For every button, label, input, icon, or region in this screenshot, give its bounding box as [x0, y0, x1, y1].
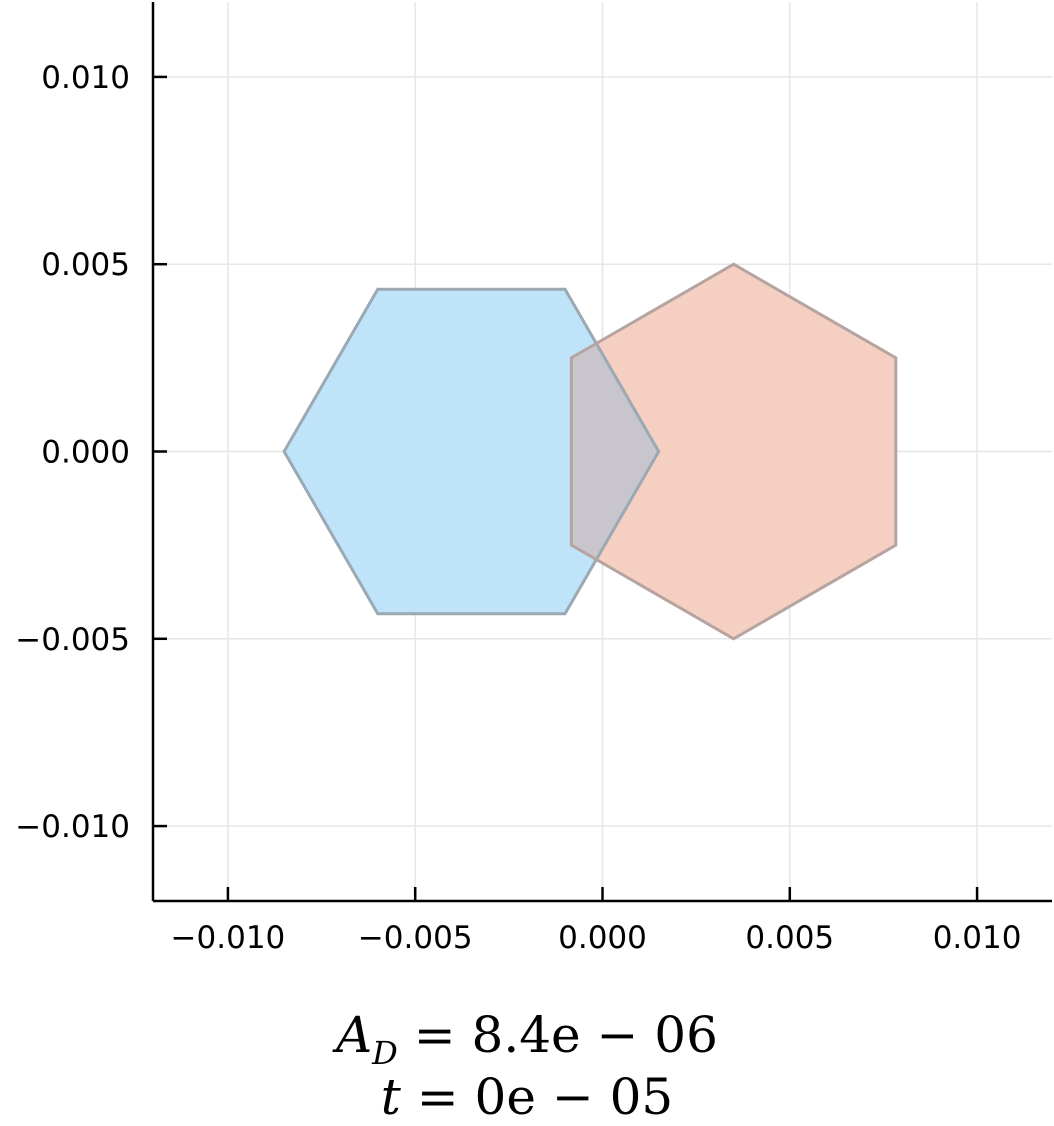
- caption-2-rhs: = 0e − 05: [416, 1068, 674, 1126]
- y-tick-label-1: −0.005: [15, 622, 130, 658]
- caption-2-lhs: t: [380, 1068, 401, 1126]
- caption-1-sub: D: [372, 1034, 398, 1072]
- caption-1-rhs: = 8.4e − 06: [413, 1006, 718, 1064]
- hexagon-orange: [571, 264, 896, 639]
- y-tick-label-3: 0.005: [41, 247, 130, 283]
- y-tick-label-0: −0.010: [15, 809, 130, 845]
- x-tick-label-2: 0.000: [558, 920, 647, 956]
- x-tick-label-3: 0.005: [745, 920, 834, 956]
- grid-lines: [153, 2, 1052, 901]
- hexagon-blue-edge: [282, 287, 661, 616]
- hexagon-layer: [282, 262, 898, 641]
- caption-line-1: AD = 8.4e − 06: [0, 1010, 1054, 1069]
- caption-1-lhs: A: [336, 1006, 373, 1064]
- tick-marks: −0.010 −0.005 0.000 0.005 0.010 −0.010 −0.005 0…: [15, 60, 1021, 956]
- hexagon-blue: [284, 289, 659, 614]
- hexagon-orange-edge: [569, 262, 898, 641]
- chart-plot: −0.010 −0.005 0.000 0.005 0.010 −0.010 −0.005 0…: [15, 2, 1052, 956]
- x-tick-label-4: 0.010: [933, 920, 1022, 956]
- y-tick-label-2: 0.000: [41, 435, 130, 471]
- y-tick-label-4: 0.010: [41, 60, 130, 96]
- x-tick-label-0: −0.010: [171, 920, 286, 956]
- x-tick-label-1: −0.005: [358, 920, 473, 956]
- caption-line-2: t = 0e − 05: [0, 1072, 1054, 1122]
